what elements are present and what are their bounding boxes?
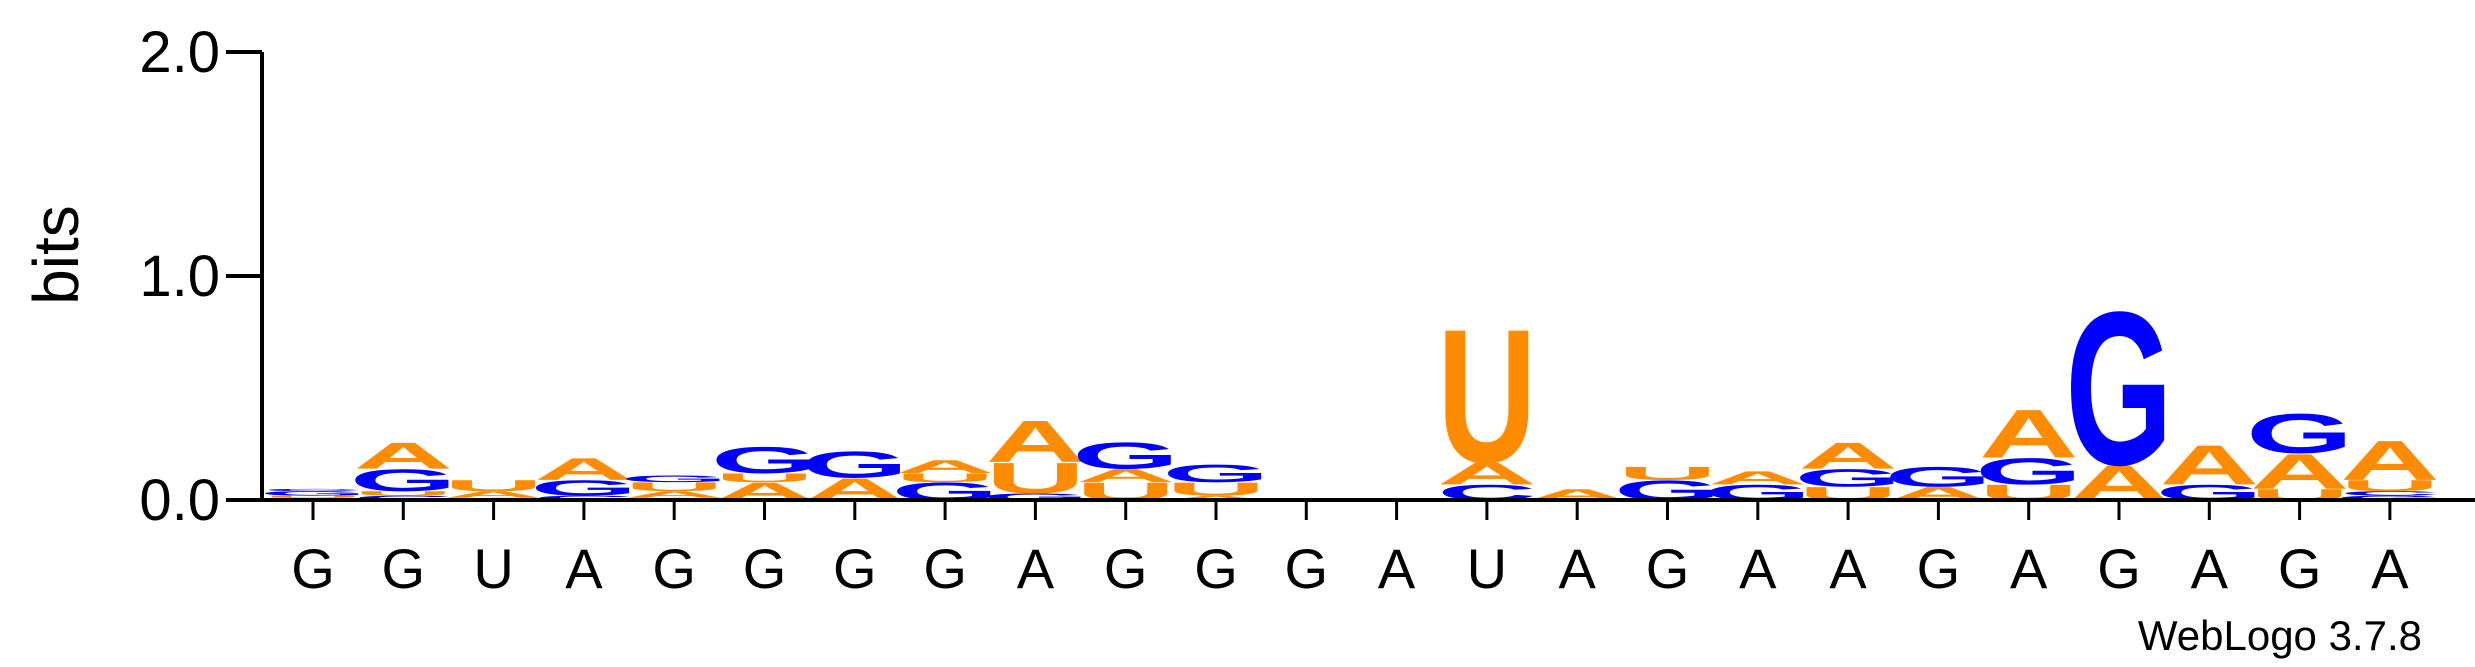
x-tick-label: G: [833, 537, 877, 600]
logo-letter-A: A: [2159, 434, 2259, 497]
logo-letter-U: U: [1166, 479, 1266, 500]
x-tick-label: G: [743, 537, 787, 600]
x-tick-label: G: [652, 537, 696, 600]
x-tick-label: A: [1378, 537, 1416, 600]
logo-letter-G: G: [1794, 464, 1901, 492]
logo-letter-U: U: [2340, 477, 2440, 495]
x-tick-label: A: [565, 537, 603, 600]
x-tick-label: U: [1467, 537, 1507, 600]
letter-stacks: AUGCCUGACAUCGACAUGAUGAGGUAGUAUAGAUGCAUAG…: [259, 266, 2443, 511]
logo-letter-A: A: [986, 408, 1086, 475]
logo-letter-G: G: [2065, 266, 2172, 511]
logo-letter-U: U: [1618, 463, 1718, 484]
x-tick-label: A: [1829, 537, 1867, 600]
y-tick-label: 0.0: [139, 468, 220, 533]
x-tick-label: A: [2371, 537, 2409, 600]
logo-letter-G: G: [1162, 460, 1269, 488]
x-tick-label: G: [2097, 537, 2141, 600]
logo-letter-U: U: [624, 480, 724, 494]
y-axis-ticks: 0.0 1.0 2.0: [139, 20, 262, 533]
x-tick-label: G: [1285, 537, 1329, 600]
x-tick-label: G: [1646, 537, 1690, 600]
logo-letter-A: A: [353, 435, 453, 477]
x-tick-label: A: [1017, 537, 1055, 600]
logo-letter-G: G: [350, 463, 457, 498]
logo-letter-G: G: [2336, 494, 2443, 501]
x-tick-label: G: [1104, 537, 1148, 600]
logo-letter-A: A: [1979, 396, 2079, 473]
logo-letter-G: G: [621, 474, 728, 485]
logo-letter-G: G: [982, 491, 1089, 502]
x-tick-label: G: [2278, 537, 2322, 600]
x-tick-label: A: [1559, 537, 1597, 600]
x-tick-label: G: [382, 537, 426, 600]
logo-letter-G: G: [1072, 435, 1179, 477]
logo-letter-A: A: [1798, 435, 1898, 477]
logo-letter-G: G: [1885, 461, 1992, 492]
x-tick-label: A: [2010, 537, 2048, 600]
logo-letter-A: A: [624, 489, 724, 500]
logo-letter-A: A: [534, 452, 634, 487]
logo-letter-G: G: [2246, 403, 2353, 466]
logo-letter-A: A: [895, 456, 995, 477]
logo-letter-G: G: [259, 490, 366, 497]
y-tick-label: 2.0: [139, 20, 220, 85]
logo-letter-U: U: [986, 453, 1086, 502]
x-tick-label: G: [923, 537, 967, 600]
x-tick-label: A: [2191, 537, 2229, 600]
logo-letter-A: A: [1166, 494, 1266, 501]
x-tick-label: G: [1194, 537, 1238, 600]
logo-letter-G: G: [530, 476, 637, 500]
logo-letter-U: U: [1437, 290, 1537, 503]
logo-letter-U: U: [444, 477, 544, 495]
logo-letter-G: G: [711, 439, 818, 481]
logo-letter-C: C: [353, 494, 453, 501]
x-tick-label: U: [473, 537, 513, 600]
logo-letter-U: U: [715, 471, 815, 485]
logo-letter-G: G: [1975, 451, 2082, 493]
x-tick-label: G: [291, 537, 335, 600]
weblogo-watermark: WebLogo 3.7.8: [2138, 612, 2422, 659]
logo-letter-A: A: [444, 489, 544, 500]
x-tick-label: A: [1739, 537, 1777, 600]
x-tick-label: G: [1917, 537, 1961, 600]
y-tick-label: 1.0: [139, 244, 220, 309]
y-axis-label: bits: [20, 205, 92, 305]
logo-letter-A: A: [2340, 430, 2440, 493]
logo-letter-U: U: [353, 490, 453, 497]
logo-letter-A: A: [1076, 465, 1176, 486]
logo-letter-A: A: [1437, 456, 1537, 491]
logo-letter-G: G: [801, 444, 908, 486]
logo-letter-U: U: [263, 495, 363, 498]
logo-letter-C: C: [534, 494, 634, 501]
logo-letter-U: U: [895, 471, 995, 485]
logo-letter-C: C: [263, 488, 363, 491]
logo-letter-C: C: [2340, 490, 2440, 497]
logo-letter-A: A: [2250, 443, 2350, 499]
logo-letter-A: A: [1708, 467, 1808, 488]
